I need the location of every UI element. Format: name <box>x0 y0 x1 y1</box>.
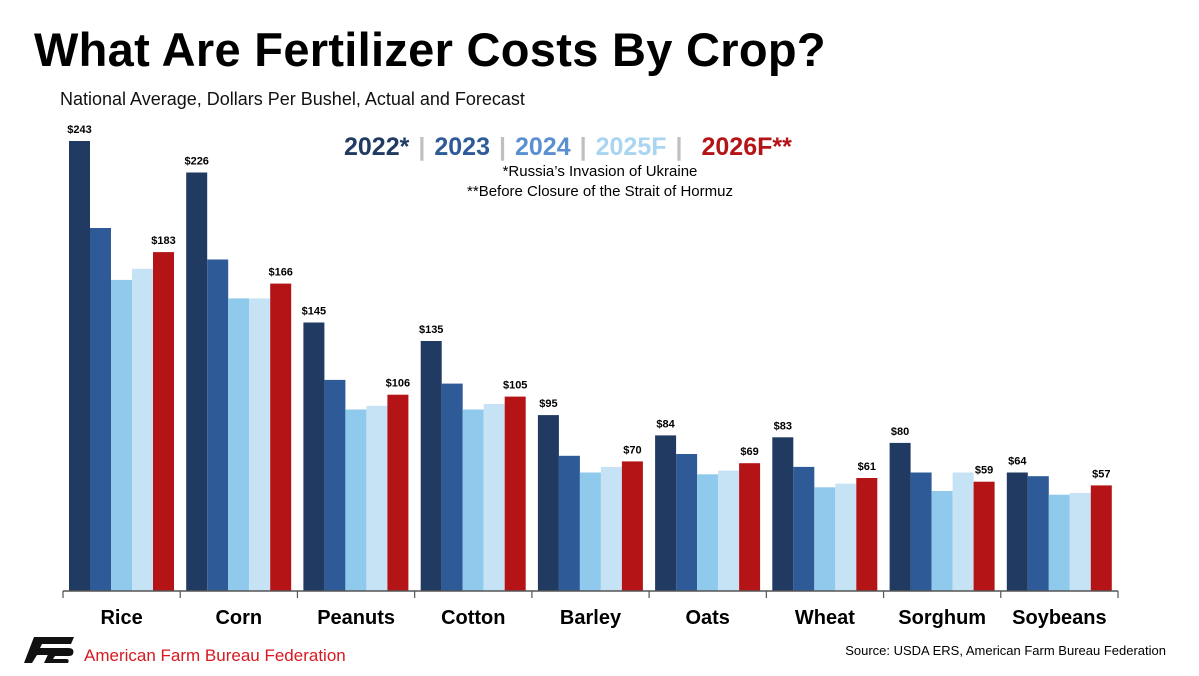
bar-corn-2025f <box>249 298 271 591</box>
bar-rice-2024 <box>111 279 132 591</box>
bar-barley-2026f <box>621 461 643 591</box>
category-label: Sorghum <box>898 607 986 629</box>
value-label: $106 <box>386 378 410 390</box>
category-label: Peanuts <box>317 607 395 629</box>
bar-rice-2022 <box>69 141 90 591</box>
category-label: Cotton <box>441 607 505 629</box>
bar-cotton-2022 <box>420 341 442 591</box>
bar-wheat-2026f <box>856 478 878 591</box>
legend-item-2025f: 2025F <box>595 133 667 161</box>
value-label: $64 <box>1008 456 1027 468</box>
value-label: $84 <box>656 418 675 430</box>
category-label: Oats <box>685 607 729 629</box>
bar-soybeans-2023 <box>1027 476 1049 591</box>
bar-barley-2024 <box>579 472 601 591</box>
bar-peanuts-2025f <box>366 405 388 591</box>
source-note: Source: USDA ERS, American Farm Bureau F… <box>845 643 1166 658</box>
bar-oats-2024 <box>697 474 719 591</box>
bar-soybeans-2022 <box>1006 472 1028 591</box>
value-label: $69 <box>740 446 758 458</box>
bar-sorghum-2024 <box>931 491 953 591</box>
value-label: $226 <box>184 156 208 168</box>
bar-barley-2022 <box>537 415 559 591</box>
bar-barley-2025f <box>600 466 622 591</box>
legend-separator: | <box>579 133 587 161</box>
bar-soybeans-2026f <box>1090 485 1112 591</box>
legend-item-2022: 2022* <box>344 133 410 161</box>
value-label: $105 <box>503 380 527 392</box>
bar-oats-2025f <box>718 470 740 591</box>
legend-separator: | <box>498 133 506 161</box>
value-label: $166 <box>268 267 292 279</box>
value-label: $61 <box>858 461 876 473</box>
bar-cotton-2025f <box>483 404 505 591</box>
value-label: $183 <box>151 235 175 247</box>
value-label: $80 <box>891 426 909 438</box>
legend-item-2026f: 2026F** <box>701 133 792 161</box>
bar-oats-2022 <box>655 435 677 591</box>
bar-peanuts-2024 <box>345 409 367 591</box>
afbf-logo-icon <box>24 637 74 663</box>
value-label: $70 <box>623 444 641 456</box>
value-label: $57 <box>1092 468 1110 480</box>
bar-cotton-2026f <box>504 396 526 591</box>
value-label: $59 <box>975 465 993 477</box>
note-hormuz: **Before Closure of the Strait of Hormuz <box>467 183 733 200</box>
legend-separator: | <box>418 133 426 161</box>
note-ukraine: *Russia’s Invasion of Ukraine <box>502 163 698 180</box>
bar-wheat-2025f <box>835 483 857 591</box>
bar-rice-2026f <box>153 252 174 591</box>
bar-peanuts-2026f <box>387 394 409 591</box>
organization-name: American Farm Bureau Federation <box>84 646 346 665</box>
bar-cotton-2024 <box>462 409 484 591</box>
bar-corn-2024 <box>228 298 250 591</box>
legend-item-2024: 2024 <box>514 133 571 161</box>
category-label: Wheat <box>795 607 855 629</box>
legend-separator: | <box>675 133 683 161</box>
bar-barley-2023 <box>558 455 580 591</box>
bar-oats-2023 <box>676 454 698 591</box>
chart-subtitle: National Average, Dollars Per Bushel, Ac… <box>60 89 525 109</box>
bar-sorghum-2025f <box>952 472 974 591</box>
category-label: Corn <box>215 607 262 629</box>
bar-corn-2023 <box>207 259 229 591</box>
bar-sorghum-2022 <box>889 442 911 591</box>
legend: 2022* | 2023 | 2024 | 2025F | 2026F** <box>344 133 792 162</box>
bar-soybeans-2024 <box>1048 494 1070 591</box>
legend-notes: *Russia’s Invasion of Ukraine **Before C… <box>420 162 780 202</box>
value-label: $135 <box>419 324 443 336</box>
bar-cotton-2023 <box>441 383 463 591</box>
bar-wheat-2023 <box>793 466 815 591</box>
bar-corn-2026f <box>270 283 292 591</box>
bar-sorghum-2023 <box>910 472 932 591</box>
bar-sorghum-2026f <box>973 481 995 591</box>
bar-soybeans-2025f <box>1069 492 1091 591</box>
legend-item-2023: 2023 <box>434 133 490 161</box>
bar-corn-2022 <box>186 172 208 591</box>
bar-oats-2026f <box>739 463 761 591</box>
bar-wheat-2022 <box>772 437 794 591</box>
value-label: $95 <box>539 398 557 410</box>
category-label: Rice <box>100 607 142 629</box>
bar-wheat-2024 <box>814 487 836 591</box>
bar-rice-2023 <box>90 228 111 591</box>
chart-title: What Are Fertilizer Costs By Crop? <box>34 23 826 76</box>
bar-rice-2025f <box>132 268 153 591</box>
value-label: $145 <box>302 306 326 318</box>
category-label: Soybeans <box>1012 607 1106 629</box>
value-label: $83 <box>774 420 792 432</box>
bar-peanuts-2022 <box>303 322 325 591</box>
bar-peanuts-2023 <box>324 379 346 591</box>
category-label: Barley <box>560 607 622 629</box>
value-label: $243 <box>67 124 91 136</box>
